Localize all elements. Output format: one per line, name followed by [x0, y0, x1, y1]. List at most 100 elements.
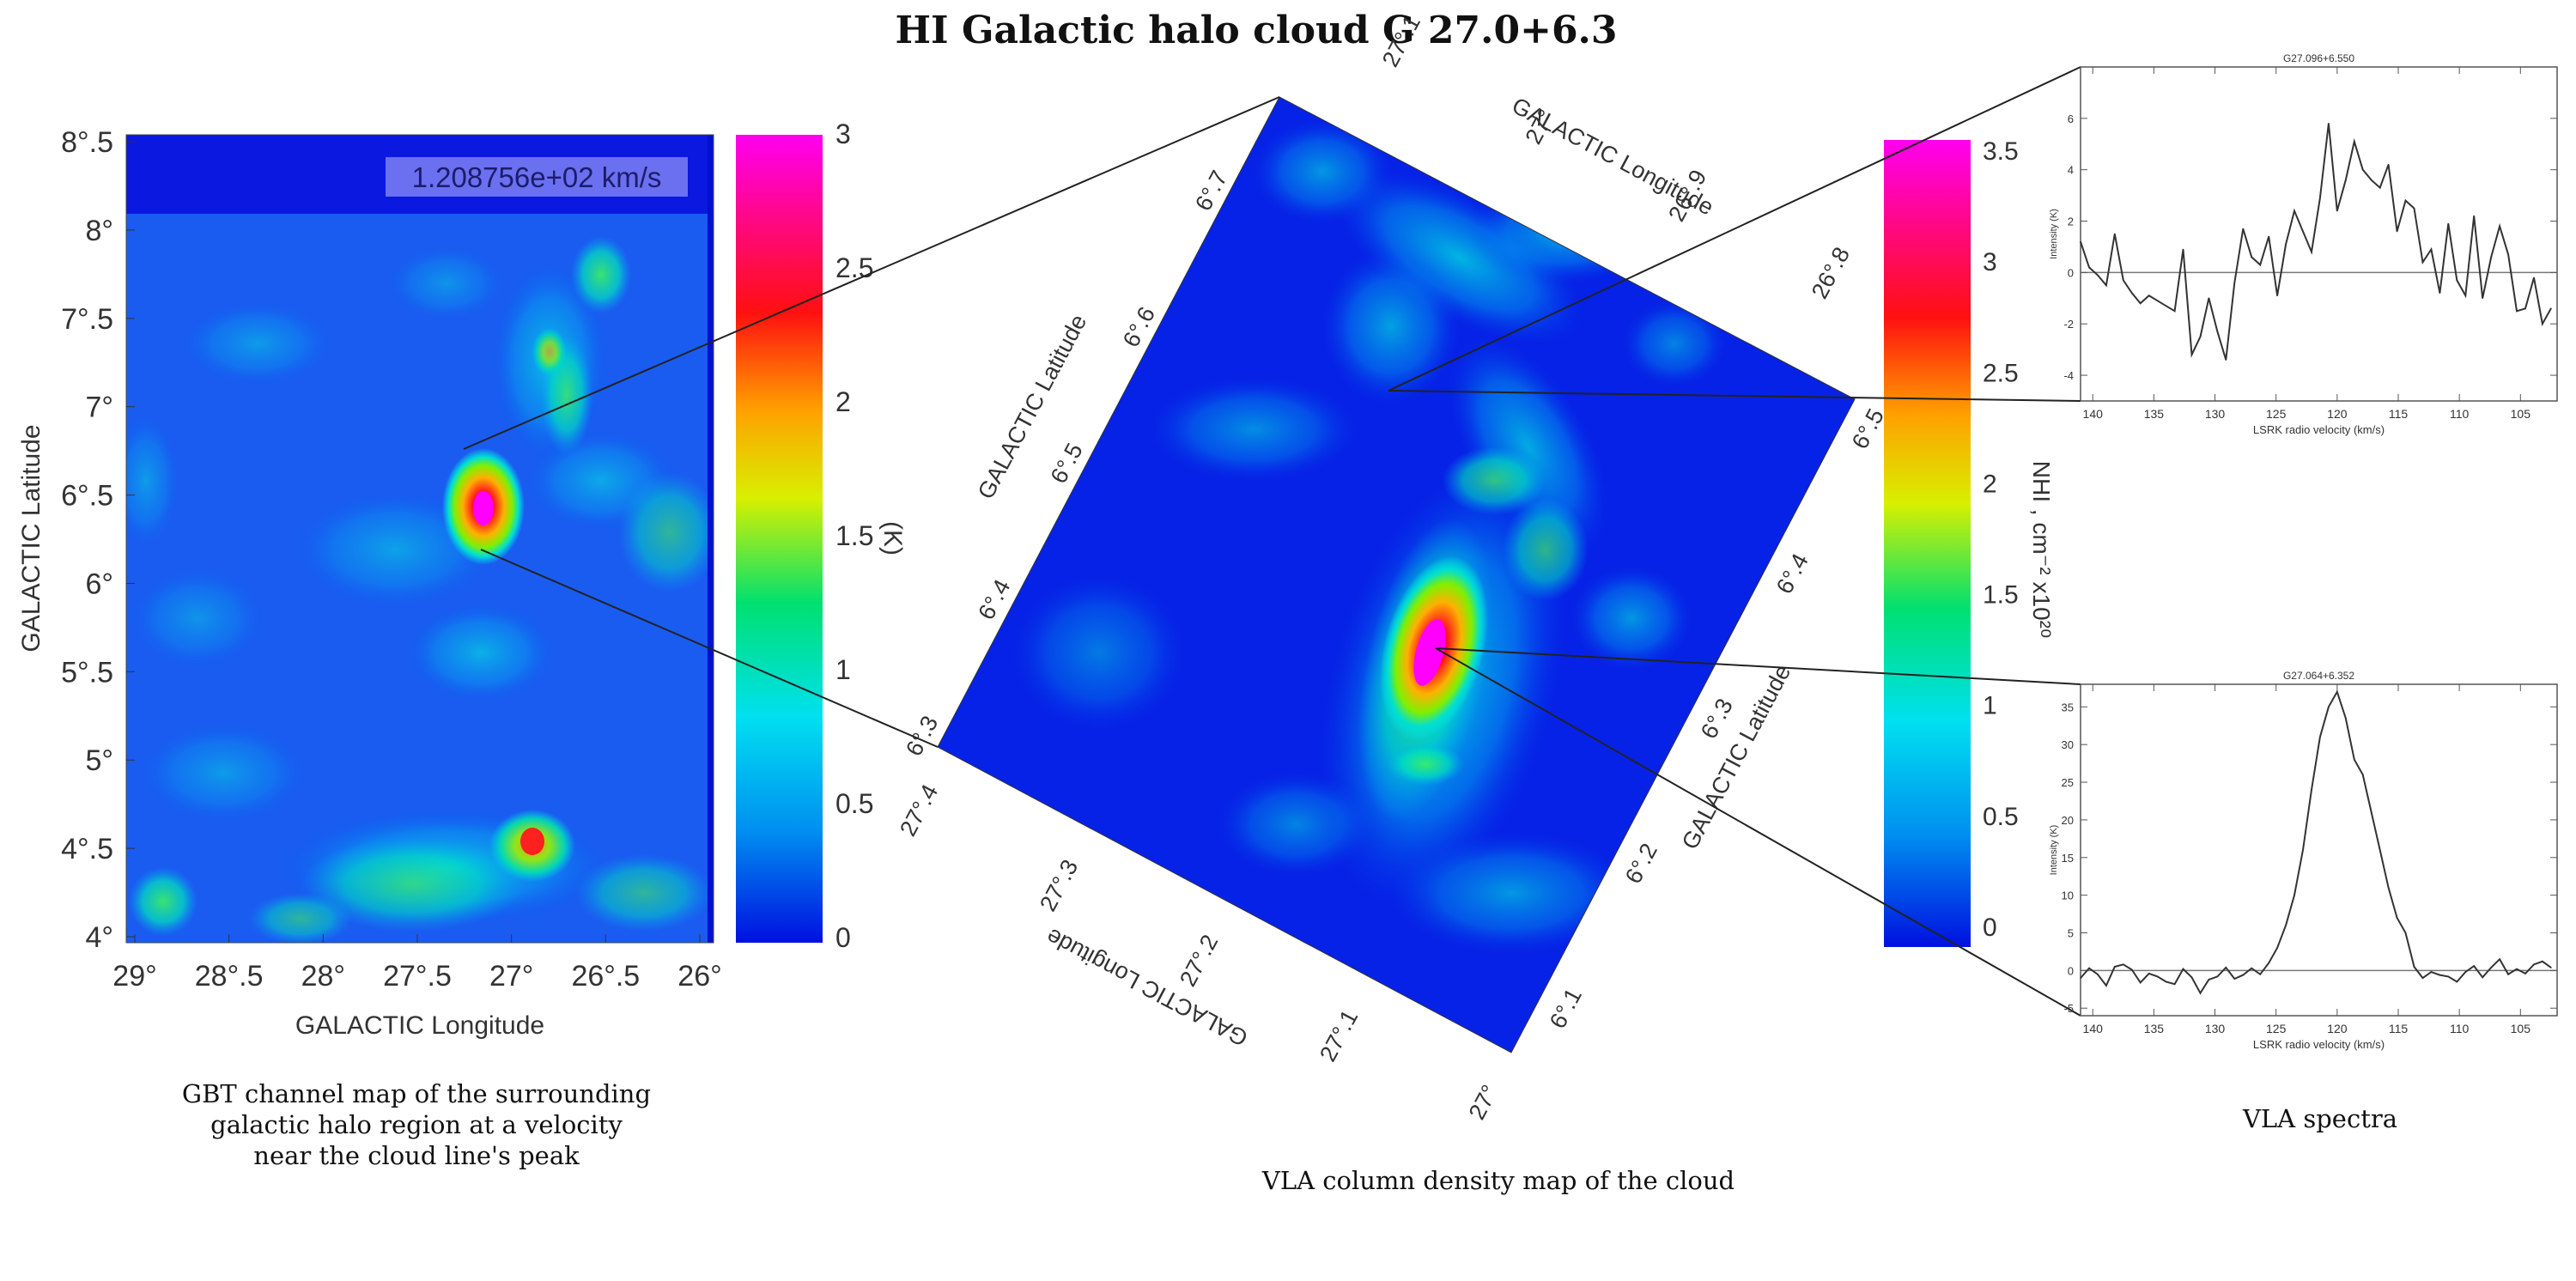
spectrum-point — [2216, 331, 2219, 333]
gbt-x-tick-label: 26° — [677, 960, 721, 993]
spectrum-point — [2105, 284, 2107, 287]
spectrum-x-tick-label: 105 — [2511, 1022, 2531, 1035]
spectrum-point — [2131, 968, 2133, 971]
gbt-y-tick-label: 7°.5 — [61, 303, 113, 336]
spectrum-point — [2285, 924, 2287, 926]
spectrum-point — [2404, 932, 2407, 934]
spectrum-y-tick-label: -2 — [2063, 318, 2074, 331]
spectrum-x-tick-label: 120 — [2327, 407, 2348, 421]
vla-bottom-longitude-tick: 27° — [1464, 1081, 1504, 1124]
spectrum-x-axis-label: LSRK radio velocity (km/s) — [2253, 423, 2385, 436]
spectrum-point — [2456, 980, 2458, 983]
gbt-y-tick-label: 6°.5 — [61, 480, 113, 513]
spectrum-point — [2251, 967, 2252, 969]
spectrum-point — [2439, 974, 2441, 976]
spectrum-x-axis-label: LSRK radio velocity (km/s) — [2253, 1038, 2385, 1051]
gbt-x-tick-labels: 29° 28°.5 28° 27°.5 27° 26°.5 26° — [112, 934, 722, 993]
spectrum-point — [2482, 976, 2483, 979]
spectrum-line — [2080, 689, 2552, 995]
spectrum-x-tick-label: 140 — [2083, 1022, 2104, 1035]
spectrum-point — [2550, 307, 2552, 310]
vla-right-latitude-tick: 6°.3 — [1696, 695, 1738, 744]
spectrum-x-tick-label: 120 — [2327, 1022, 2348, 1035]
spectrum-point — [2336, 691, 2338, 693]
spectrum-point — [2413, 966, 2415, 968]
spectrum-point — [2276, 294, 2278, 297]
gbt-y-tick-label: 5° — [85, 744, 113, 777]
spectrum-point — [2542, 323, 2543, 325]
vla-colorbar: 3.5 3 2.5 2 1.5 1 0.5 0 NHI , cm⁻² x10²⁰ — [1884, 137, 2055, 947]
vla-top-longitude-tick: 26°.8 — [1807, 243, 1855, 303]
spectrum-x-tick-label: 110 — [2450, 1022, 2470, 1035]
spectrum-title: G27.096+6.550 — [2283, 52, 2354, 64]
spectrum-point — [2490, 256, 2492, 258]
spectrum-point — [2473, 965, 2475, 967]
spectrum-point — [2199, 992, 2202, 994]
spectrum-point — [2354, 141, 2355, 143]
vla-left-latitude-tick: 6°.3 — [901, 712, 943, 761]
spectrum-point — [2208, 297, 2210, 300]
vla-column-density-map: 27°.127°26°.926°.86°.76°.66°.56°.46°.327… — [895, 11, 1889, 1124]
spectrum-point — [2173, 983, 2176, 985]
spectrum-point — [2370, 811, 2372, 813]
gbt-colorbar-label: (K) — [878, 521, 907, 556]
spectrum-point — [2088, 266, 2090, 269]
spectrum-x-tick-label: 125 — [2266, 407, 2287, 421]
spectrum-x-tick-label: 135 — [2144, 407, 2165, 421]
spectrum-point — [2396, 230, 2398, 233]
spectrum-point — [2311, 789, 2312, 791]
spectrum-point — [2430, 971, 2433, 973]
spectrum-point — [2473, 215, 2475, 217]
vla-right-latitude-tick: 6°.5 — [1847, 404, 1889, 453]
spectrum-point — [2533, 276, 2535, 279]
spectrum-point — [2148, 973, 2150, 974]
vla-colorbar-label: NHI , cm⁻² x10²⁰ — [2028, 461, 2055, 638]
gbt-cloud-peak — [442, 448, 525, 565]
spectrum-point — [2080, 977, 2081, 979]
spectrum-point — [2336, 209, 2338, 212]
spectrum-point — [2233, 282, 2236, 284]
spectrum-point — [2105, 985, 2107, 987]
spectrum-point — [2430, 248, 2433, 251]
gbt-colorbar-tick-label: 1.5 — [835, 520, 873, 551]
spectrum-point — [2148, 294, 2150, 297]
gbt-colorbar-tick-label: 2.5 — [835, 252, 873, 283]
spectrum-point — [2379, 186, 2381, 189]
spectrum-frame — [2080, 66, 2558, 402]
spectrum-y-axis-label: Intensity (K) — [2049, 825, 2059, 876]
spectrum-y-tick-label: 10 — [2062, 889, 2074, 902]
spectrum-y-tick-label: 5 — [2068, 927, 2074, 940]
spectrum-y-axis-label: Intensity (K) — [2049, 209, 2059, 259]
spectrum-point — [2396, 917, 2398, 919]
connector-spectrum2-bottom — [1435, 647, 2081, 1017]
gbt-y-tick-labels: 8°.5 8° 7°.5 7° 6°.5 6° 5°.5 5° 4°.5 4° — [61, 126, 135, 954]
gbt-x-tick-label: 26°.5 — [571, 960, 640, 993]
spectrum-y-tick-label: 20 — [2062, 814, 2074, 827]
gbt-y-tick-label: 7° — [85, 392, 113, 424]
spectrum-point — [2387, 887, 2390, 889]
figure-title: HI Galactic halo cloud G 27.0+6.3 — [895, 9, 1617, 52]
gbt-colorbar-tick-label: 1 — [835, 654, 851, 685]
gbt-colorbar-tick-label: 3 — [835, 118, 851, 149]
vla-colorbar-tick-label: 1.5 — [1983, 581, 2019, 610]
spectrum-y-tick-label: -4 — [2063, 369, 2074, 382]
spectrum-point — [2114, 233, 2116, 235]
spectrum-x-tick-label: 125 — [2266, 1022, 2287, 1035]
velocity-label-box — [386, 157, 688, 197]
spectrum-point — [2225, 967, 2227, 968]
spectrum-point — [2123, 963, 2124, 966]
spectrum-point — [2251, 256, 2252, 258]
vla-top-axis-label: GALACTIC Longitude — [1508, 93, 1718, 221]
spectrum-point — [2182, 968, 2184, 970]
vla-bottom-longitude-tick: 27°.2 — [1175, 931, 1223, 991]
gbt-caption-line-2: galactic halo region at a velocity — [210, 1110, 623, 1139]
spectrum-point — [2550, 967, 2552, 968]
spectrum-point — [2156, 300, 2159, 302]
spectrum-point — [2524, 307, 2526, 310]
spectrum-point — [2413, 207, 2415, 209]
spectrum-point — [2088, 967, 2090, 969]
spectrum-point — [2421, 977, 2424, 979]
gbt-y-tick-label: 8° — [85, 215, 113, 247]
spectrum-point — [2542, 961, 2543, 962]
vla-right-latitude-tick: 6°.4 — [1771, 549, 1814, 598]
